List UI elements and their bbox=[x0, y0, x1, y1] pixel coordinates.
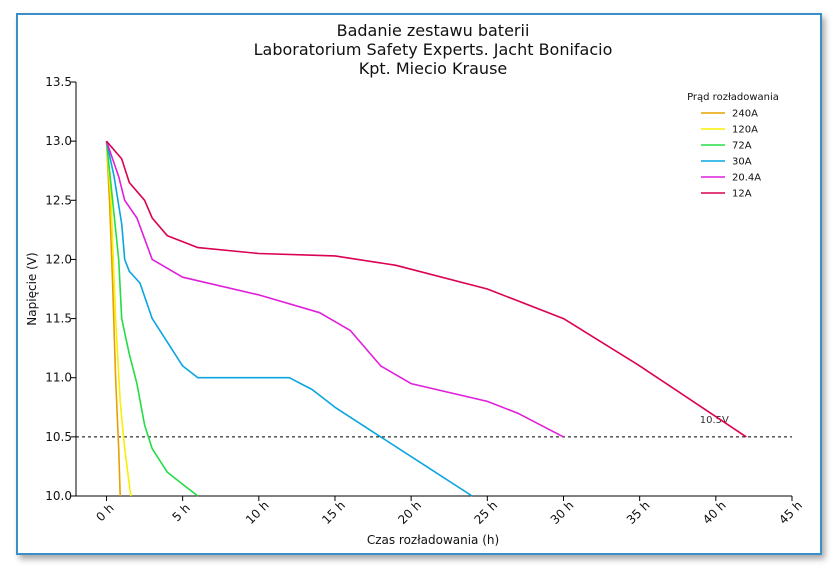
y-tick-label: 11.5 bbox=[45, 312, 72, 326]
legend-label: 30A bbox=[732, 157, 752, 168]
x-tick-label: 30 h bbox=[548, 498, 577, 527]
legend-label: 20.4A bbox=[732, 173, 761, 184]
chart-frame bbox=[16, 13, 822, 555]
x-tick-label: 45 h bbox=[776, 498, 805, 527]
y-tick-label: 13.0 bbox=[45, 134, 72, 148]
y-tick-label: 11.0 bbox=[45, 371, 72, 385]
series-line-12a bbox=[105, 140, 747, 438]
plot-area: 10.5V bbox=[76, 415, 792, 438]
y-tick-label: 12.5 bbox=[45, 193, 72, 207]
legend-label: 12A bbox=[732, 189, 752, 200]
x-axis-label: Czas rozładowania (h) bbox=[367, 533, 499, 547]
series-line-30a bbox=[105, 140, 473, 497]
chart-title-line-1: Badanie zestawu baterii bbox=[337, 21, 530, 40]
series-line-72a bbox=[105, 141, 199, 497]
chart-title-line-3: Kpt. Miecio Krause bbox=[359, 59, 508, 78]
y-axis-label: Napięcie (V) bbox=[25, 252, 39, 325]
x-tick-label: 5 h bbox=[170, 501, 193, 524]
x-tick-label: 15 h bbox=[319, 498, 348, 527]
x-tick-label: 25 h bbox=[472, 498, 501, 527]
series-line-20-4a bbox=[105, 140, 564, 438]
y-tick-label: 12.0 bbox=[45, 252, 72, 266]
x-tick-label: 10 h bbox=[243, 498, 272, 527]
reference-line-label: 10.5V bbox=[700, 415, 729, 426]
y-tick-label: 10.5 bbox=[45, 430, 72, 444]
x-tick-label: 40 h bbox=[700, 498, 729, 527]
x-tick-label: 35 h bbox=[624, 498, 653, 527]
legend-label: 240A bbox=[732, 109, 758, 120]
y-tick-label: 10.0 bbox=[45, 489, 72, 503]
legend-title: Prąd rozładowania bbox=[687, 92, 779, 103]
series-line-120a bbox=[105, 141, 132, 497]
x-tick-label: 20 h bbox=[395, 498, 424, 527]
series-layer bbox=[105, 140, 747, 497]
legend-label: 120A bbox=[732, 125, 758, 136]
legend-label: 72A bbox=[732, 141, 752, 152]
chart-title-line-2: Laboratorium Safety Experts. Jacht Bonif… bbox=[254, 40, 613, 59]
y-tick-label: 13.5 bbox=[45, 75, 72, 89]
legend: Prąd rozładowania 240A 120A 72A 30A 20.4A 12A bbox=[687, 92, 779, 200]
series-line-240a bbox=[105, 141, 121, 497]
x-tick-label: 0 h bbox=[93, 501, 116, 524]
